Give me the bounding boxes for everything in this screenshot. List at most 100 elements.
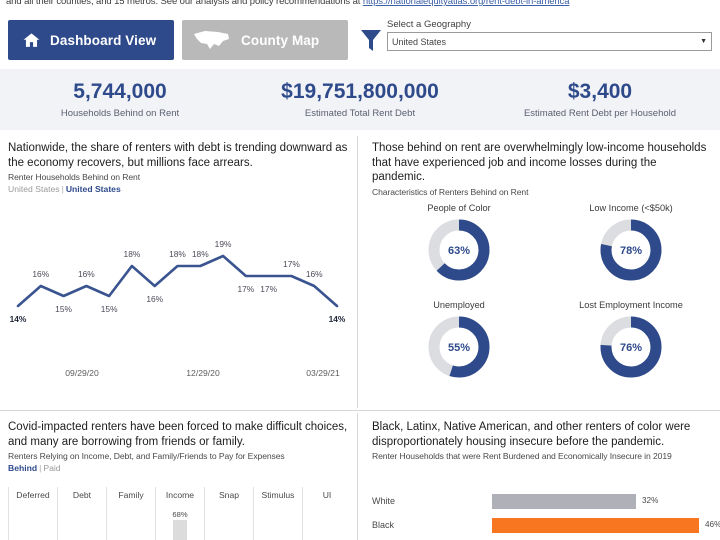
x-tick-label: 09/29/20 [65,368,99,378]
legend-item-blue[interactable]: United States [65,184,121,194]
donut-people-of-color[interactable]: People of Color 63% [384,203,534,283]
tab-dashboard-view[interactable]: Dashboard View [8,20,174,60]
legend-item-behind[interactable]: Behind [8,463,38,473]
truncated-note-text: and all their counties, and 15 metros. S… [6,0,363,7]
legend-separator: | [61,184,64,194]
donut-value: 78% [620,245,642,257]
line-point-label: 19% [214,239,232,249]
kpi-caption: Estimated Rent Debt per Household [523,107,677,119]
donut-label: Unemployed [433,300,485,310]
control-bar: Dashboard View County Map Select a Geogr… [0,16,720,64]
line-point-label: 15% [100,304,118,314]
category-value: 68% [172,510,188,519]
race-row-black[interactable]: Black 46% [372,517,720,539]
category-label: Income [165,490,195,500]
panel-trend-legend: United States | United States [8,184,353,194]
kpi-value: $3,400 [567,80,633,104]
donut-low-income[interactable]: Low Income (<$50k) 78% [556,203,706,283]
line-point-label: 17% [283,259,300,269]
category-label: UI [322,490,332,500]
line-point-label: 17% [260,284,278,294]
home-icon [22,31,41,50]
race-label: Black [372,520,395,530]
line-point-label: 14% [9,314,27,324]
category-label: Family [118,490,144,500]
coping-category-debt[interactable]: Debt [57,487,106,540]
line-point-label: 18% [169,249,186,259]
category-label: Deferred [16,490,50,500]
tab-county-label: County Map [241,32,320,48]
chevron-down-icon: ▼ [700,38,707,45]
category-bar [173,520,187,540]
race-value: 32% [642,496,659,505]
donut-unemployed[interactable]: Unemployed 55% [384,300,534,380]
geography-value: United States [392,36,447,47]
coping-category-income[interactable]: Income 68% [155,487,204,540]
truncated-note: and all their counties, and 15 metros. S… [6,0,718,7]
line-point-label: 14% [328,314,346,324]
donut-lost-employment-income[interactable]: Lost Employment Income 76% [556,300,706,380]
tab-county-map[interactable]: County Map [182,20,348,60]
line-chart[interactable]: 14% 16% 15% 16% 15% 18% 16% 18% 18% 19% 17% 17% 17% 1… [0,196,355,366]
donut-chart-svg: 78% [600,219,662,281]
kpi-band: 5,744,000 Households Behind on Rent $19,… [0,69,720,130]
race-bar [492,494,636,509]
coping-category-snap[interactable]: Snap [204,487,253,540]
line-point-label: 16% [32,269,50,279]
tab-dashboard-label: Dashboard View [50,32,157,48]
coping-category-ui[interactable]: UI [302,487,351,540]
kpi-debt-per-household: $3,400 Estimated Rent Debt per Household [480,69,720,130]
panel-divider-vertical-bottom [357,413,358,540]
geography-label: Select a Geography [387,19,471,30]
panel-characteristics-subtitle: Characteristics of Renters Behind on Ren… [372,186,529,197]
geography-filter: Select a Geography United States ▼ [387,19,712,51]
kpi-caption: Estimated Total Rent Debt [304,107,416,119]
note-link-2[interactable]: rent-debt-in-america [485,0,570,7]
line-point-label: 18% [191,249,209,259]
legend-item-paid[interactable]: Paid [43,463,61,473]
legend-separator: | [39,463,42,473]
kpi-households-behind: 5,744,000 Households Behind on Rent [0,69,240,130]
panel-divider-horizontal [0,410,720,411]
race-row-white[interactable]: White 32% [372,493,712,515]
race-label: White [372,496,396,506]
x-tick-label: 12/29/20 [186,368,220,378]
line-point-label: 16% [146,294,164,304]
donut-value: 76% [620,342,642,354]
panel-race-subtitle: Renter Households that were Rent Burdene… [372,451,672,461]
note-link-1[interactable]: https://nationalequityatlas.org/ [362,0,486,7]
x-tick-label: 03/29/21 [306,368,340,378]
category-label: Snap [218,490,240,500]
kpi-caption: Households Behind on Rent [60,107,180,119]
panel-race: Black, Latinx, Native American, and othe… [372,420,712,461]
panel-coping-title: Covid-impacted renters have been forced … [8,421,348,448]
coping-category-deferred[interactable]: Deferred [8,487,57,540]
line-point-label: 15% [55,304,72,314]
donut-chart-svg: 63% [428,219,490,281]
category-label: Debt [72,490,92,500]
panel-characteristics: Those behind on rent are overwhelmingly … [372,141,712,197]
line-chart-svg [16,254,339,308]
line-series-united-states [16,254,339,308]
donut-label: Low Income (<$50k) [589,203,673,213]
funnel-icon [360,28,382,59]
panel-coping-legend: Behind | Paid [8,463,353,473]
donut-chart-svg: 76% [600,316,662,378]
coping-bar-chart[interactable]: Deferred Debt Family Income 68% Snap Sti… [8,487,352,540]
geography-select[interactable]: United States ▼ [387,32,712,51]
panel-trend-subtitle: Renter Households Behind on Rent [8,172,141,182]
donut-value: 55% [448,342,470,354]
kpi-value: $19,751,800,000 [281,80,439,104]
coping-category-family[interactable]: Family [106,487,155,540]
panel-coping: Covid-impacted renters have been forced … [8,420,353,473]
category-label: Stimulus [261,490,295,500]
line-point-label: 18% [123,249,141,259]
donut-label: Lost Employment Income [579,300,683,310]
coping-category-stimulus[interactable]: Stimulus [253,487,302,540]
legend-item-grey[interactable]: United States [8,184,60,194]
line-point-label: 16% [305,269,323,279]
us-map-icon [192,28,232,52]
panel-coping-subtitle: Renters Relying on Income, Debt, and Fam… [8,451,285,461]
race-bar [492,518,699,533]
donut-chart-svg: 55% [428,316,490,378]
